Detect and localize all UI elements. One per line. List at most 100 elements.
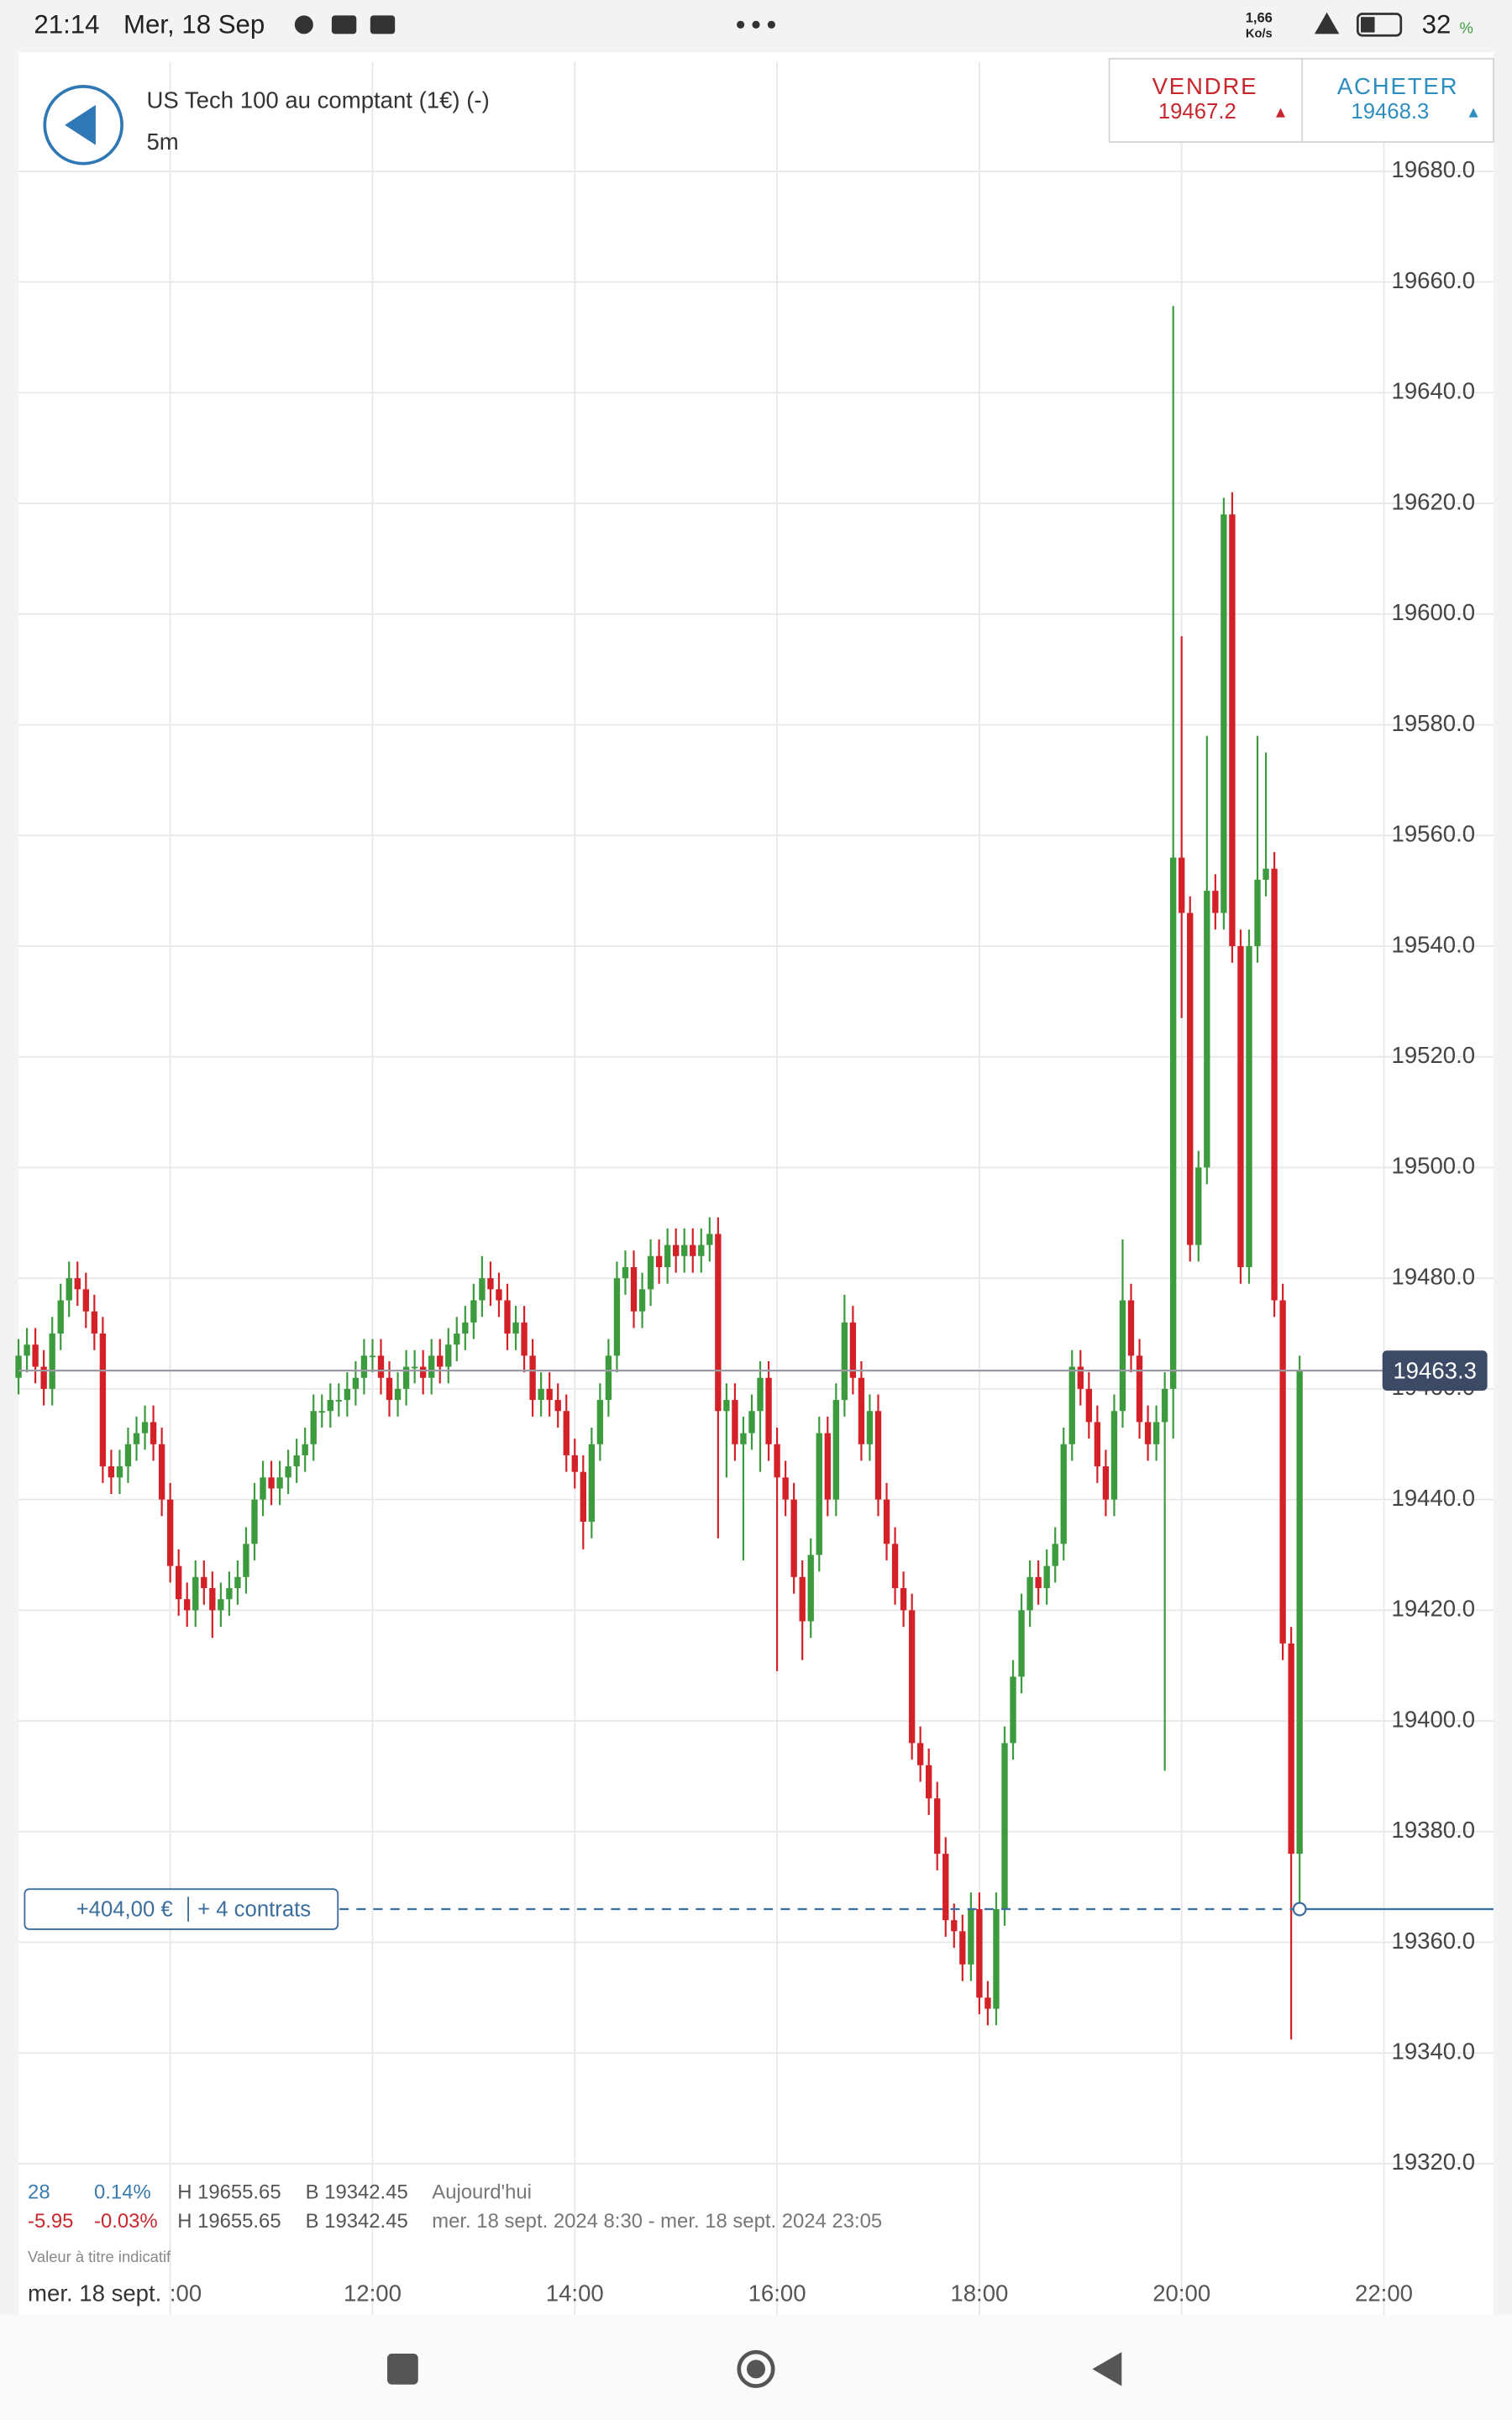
candle-body [234,1576,241,1588]
icon [370,15,396,34]
candle-body [218,1599,224,1611]
candle-body [462,1322,469,1334]
candle-body [1263,868,1269,880]
y-tick-label: 19620.0 [1392,488,1476,514]
candle-body [790,1499,797,1577]
y-tick-label: 19640.0 [1392,378,1476,404]
icon [737,20,745,29]
candle-body [49,1334,55,1389]
y-tick-label: 19480.0 [1392,1263,1476,1289]
stat: B 19342.45 [306,2181,408,2203]
instrument-title: US Tech 100 au comptant (1€) (-) [146,87,489,113]
nav-recent[interactable] [387,2354,418,2385]
left-edge [0,52,19,2316]
candle-body [647,1255,654,1290]
candle-body [66,1278,72,1301]
nav-back[interactable] [1092,2352,1122,2386]
candle-body [402,1366,410,1389]
candle-body [1161,1388,1168,1423]
candle-body [32,1344,39,1367]
candle-body [335,1400,342,1402]
candle-body [900,1587,907,1611]
candle-body [748,1411,755,1434]
buy-arrow [1468,108,1478,118]
position-box[interactable]: +404,00 € + 4 contrats [24,1888,339,1930]
candle-body [732,1400,738,1444]
candle-body [959,1931,966,1965]
nav-home[interactable] [737,2349,775,2388]
y-tick-label: 19660.0 [1392,267,1476,293]
candle-body [1018,1610,1025,1677]
candle-body [554,1400,561,1412]
candle-body [209,1587,216,1611]
candle-body [1010,1676,1016,1744]
candle-body [563,1411,570,1455]
candle-body [799,1576,806,1622]
candle-body [1060,1444,1067,1544]
buy-button[interactable]: ACHETER 19468.3 [1337,73,1478,124]
x-tick-label: 12:00 [344,2281,402,2307]
candle-body [740,1433,747,1444]
candle-body [327,1400,333,1412]
candle-body [816,1433,822,1555]
candle-body [1212,891,1219,913]
candle-body [201,1576,207,1588]
candle-body [479,1278,486,1301]
sell-price: 19467.2 [1158,100,1236,124]
icon [1356,13,1403,37]
y-tick-label: 19500.0 [1392,1153,1476,1179]
candle-body [774,1444,780,1478]
net-speed: 1,66 [1246,9,1273,25]
candle-body [1026,1576,1033,1611]
candle-body [908,1610,916,1744]
candle-body [1221,514,1227,913]
candle-body [285,1466,291,1478]
candle-body [116,1466,123,1478]
candle-body [1152,1422,1160,1444]
candle-body [57,1300,64,1334]
candle-body [622,1266,629,1279]
x-tick-label: 18:00 [950,2281,1008,2307]
candle-body [1068,1366,1075,1444]
net-speed-unit: Ko/s [1246,27,1273,40]
candle-body [166,1499,174,1566]
sell-button[interactable]: VENDRE 19467.2 [1152,73,1285,124]
timeframe[interactable]: 5m [146,129,178,155]
stat: Aujourd'hui [432,2181,532,2203]
candle-body [302,1444,308,1455]
status-icons [294,12,1403,37]
chart: :00 12:00 14:00 16:00 18:00 20:00 22:00 19320.0… [15,61,1494,2316]
candle-body [318,1411,325,1413]
candle-body [538,1388,544,1401]
candle-body [638,1289,646,1312]
y-tick-label: 19520.0 [1392,1042,1476,1068]
candle-body [891,1544,899,1588]
candle-body [916,1743,924,1765]
stat: B 19342.45 [306,2210,408,2233]
candle-body [124,1444,132,1467]
battery-level: 32 [1422,9,1452,39]
candle-body [926,1765,932,1799]
candle-body [765,1377,772,1444]
candles [15,306,1303,2040]
candle-body [1043,1565,1050,1588]
candle-body [352,1377,360,1389]
candle-body [715,1234,722,1412]
candle-body [673,1244,680,1256]
candle-body [1179,857,1185,913]
icon [294,15,313,34]
candle-body [251,1499,258,1544]
position-marker [1292,1902,1307,1917]
candle-body [1136,1355,1143,1423]
candle-body [1094,1422,1101,1467]
candle-body [849,1322,857,1378]
candle-body [176,1565,182,1600]
stat: -5.95 [28,2210,73,2233]
candle-body [1052,1544,1058,1566]
y-tick-label: 19560.0 [1392,821,1476,847]
candle-body [841,1322,848,1401]
candle-body [596,1400,604,1444]
y-tick-label: 19360.0 [1392,1928,1476,1954]
candle-body [976,1908,983,1998]
candle-body [24,1344,30,1356]
